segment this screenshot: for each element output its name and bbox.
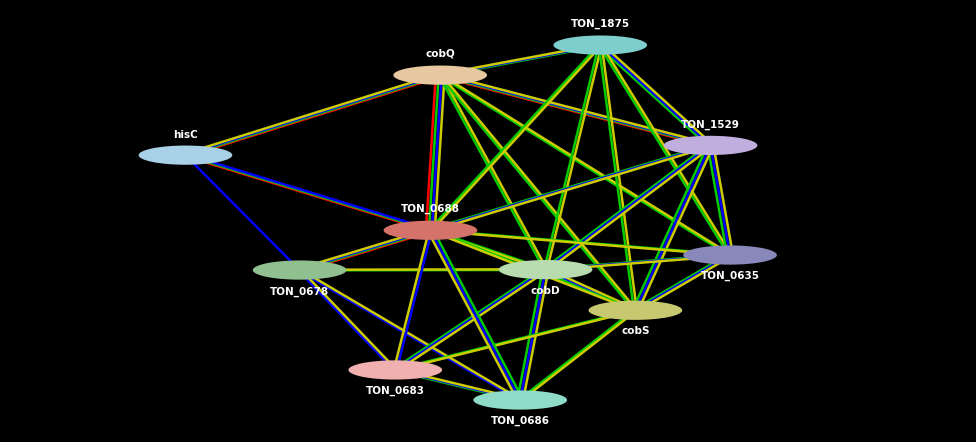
Ellipse shape: [384, 221, 477, 240]
Text: TON_0678: TON_0678: [270, 286, 329, 297]
Ellipse shape: [348, 360, 442, 380]
Ellipse shape: [473, 390, 567, 410]
Text: TON_0688: TON_0688: [401, 203, 460, 214]
Ellipse shape: [499, 260, 592, 279]
Ellipse shape: [139, 145, 232, 165]
Text: cobD: cobD: [531, 286, 560, 296]
Text: TON_0635: TON_0635: [701, 271, 759, 282]
Ellipse shape: [553, 35, 647, 55]
Text: hisC: hisC: [173, 130, 198, 140]
Ellipse shape: [589, 301, 682, 320]
Ellipse shape: [393, 65, 487, 85]
Text: cobQ: cobQ: [426, 49, 455, 59]
Text: TON_1875: TON_1875: [571, 19, 630, 30]
Ellipse shape: [664, 136, 757, 155]
Text: TON_1529: TON_1529: [681, 119, 740, 130]
Text: TON_0686: TON_0686: [491, 416, 549, 427]
Ellipse shape: [683, 245, 777, 265]
Text: cobS: cobS: [621, 327, 650, 336]
Ellipse shape: [253, 260, 346, 280]
Text: TON_0683: TON_0683: [366, 386, 425, 396]
